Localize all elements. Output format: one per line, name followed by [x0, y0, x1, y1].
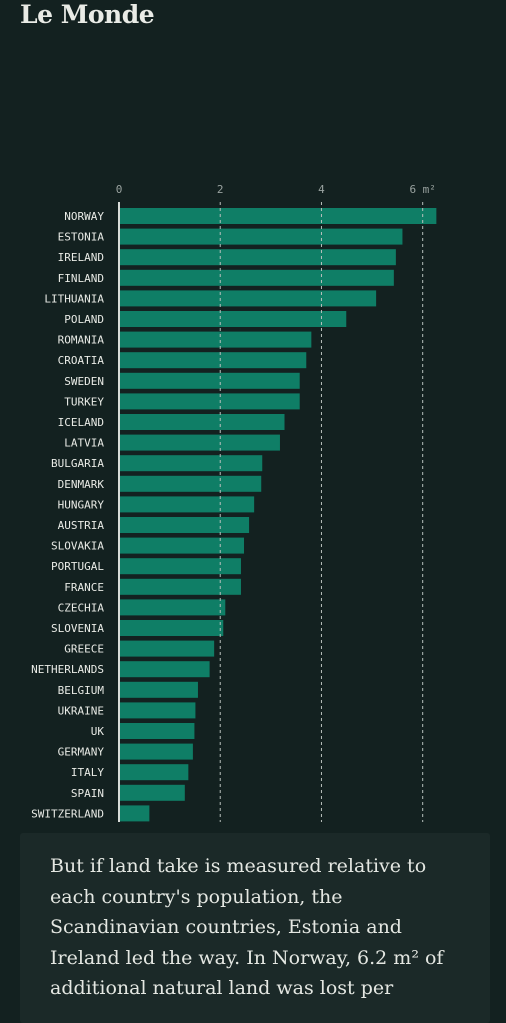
category-label: DENMARK	[58, 478, 105, 491]
category-label: FRANCE	[64, 581, 104, 594]
category-label: CZECHIA	[58, 601, 105, 614]
bar-sweden[interactable]	[119, 372, 300, 389]
category-label: SWITZERLAND	[31, 807, 104, 820]
bar-czechia[interactable]	[119, 599, 226, 616]
x-tick-label: 4	[318, 183, 325, 196]
x-tick-label: 6 m²	[409, 183, 436, 196]
bar-chart: NORWAY ESTONIA IRELAND FINLAND LITHUANIA POLA…	[31, 183, 437, 822]
bar-austria[interactable]	[119, 517, 250, 533]
story-card: But if land take is measured relative to…	[20, 833, 490, 1023]
bar-switzerland[interactable]	[119, 805, 150, 822]
bar-denmark[interactable]	[119, 475, 262, 492]
bar-slovakia[interactable]	[119, 537, 245, 554]
bar-estonia[interactable]	[119, 228, 403, 245]
category-label: GREECE	[64, 643, 104, 656]
bar-portugal[interactable]	[119, 558, 241, 575]
bar-lithuania[interactable]	[119, 290, 377, 307]
bar-germany[interactable]	[119, 743, 193, 760]
bar-croatia[interactable]	[119, 352, 307, 369]
category-label: LATVIA	[64, 437, 104, 450]
bar-ireland[interactable]	[119, 249, 396, 266]
x-tick-label: 0	[116, 183, 123, 196]
category-label: PORTUGAL	[51, 560, 104, 573]
category-label: UK	[91, 725, 105, 738]
bar-iceland[interactable]	[119, 414, 285, 430]
bar-latvia[interactable]	[119, 434, 280, 451]
bar-norway[interactable]	[119, 208, 437, 224]
category-label: ICELAND	[58, 416, 104, 429]
bar-ukraine[interactable]	[119, 702, 196, 719]
category-label: ESTONIA	[58, 231, 105, 244]
le-monde-logo[interactable]: Le Monde	[20, 0, 155, 29]
bar-greece[interactable]	[119, 640, 215, 657]
category-label: SLOVENIA	[51, 622, 104, 635]
category-label: GERMANY	[58, 746, 105, 759]
category-label: IRELAND	[58, 251, 104, 264]
bar-romania[interactable]	[119, 331, 312, 348]
category-label: FINLAND	[58, 272, 104, 285]
bar-turkey[interactable]	[119, 393, 300, 410]
bar-hungary[interactable]	[119, 496, 255, 513]
category-label: NETHERLANDS	[31, 663, 104, 676]
bar-uk[interactable]	[119, 723, 195, 739]
bar-poland[interactable]	[119, 311, 347, 327]
category-label: TURKEY	[64, 395, 104, 408]
bar-italy[interactable]	[119, 764, 189, 781]
bar-france[interactable]	[119, 578, 241, 595]
bar-slovenia[interactable]	[119, 620, 224, 636]
category-label: POLAND	[64, 313, 104, 326]
category-label: SWEDEN	[64, 375, 104, 388]
bar-belgium[interactable]	[119, 681, 198, 698]
category-label: AUSTRIA	[58, 519, 105, 532]
category-label: SPAIN	[71, 787, 104, 800]
category-label: LITHUANIA	[44, 292, 104, 305]
category-label: UKRAINE	[58, 704, 104, 717]
category-label: HUNGARY	[58, 498, 105, 511]
category-label: BULGARIA	[51, 457, 104, 470]
category-label: CROATIA	[58, 354, 105, 367]
category-label: BELGIUM	[58, 684, 105, 697]
category-label: SLOVAKIA	[51, 540, 104, 553]
bar-spain[interactable]	[119, 784, 185, 801]
story-text: But if land take is measured relative to…	[50, 855, 444, 999]
category-label: ITALY	[71, 766, 104, 779]
category-label: ROMANIA	[58, 334, 105, 347]
bar-bulgaria[interactable]	[119, 455, 263, 472]
bar-finland[interactable]	[119, 269, 394, 286]
bar-netherlands[interactable]	[119, 661, 210, 678]
category-label: NORWAY	[64, 210, 104, 223]
x-tick-label: 2	[217, 183, 224, 196]
